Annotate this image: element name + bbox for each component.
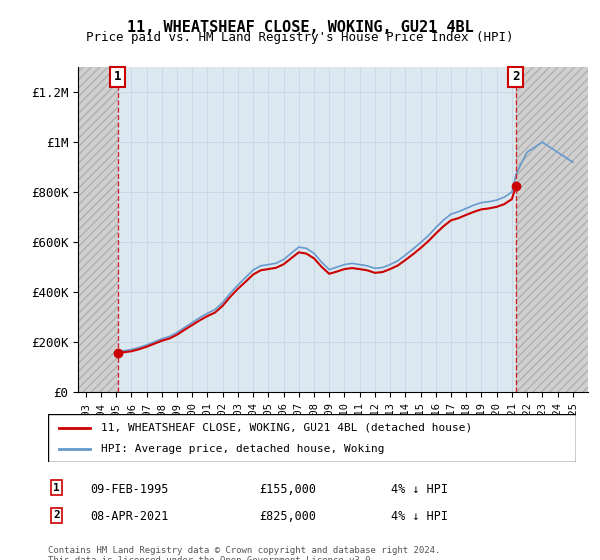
Text: £155,000: £155,000 [259,483,316,496]
Text: 4% ↓ HPI: 4% ↓ HPI [391,483,448,496]
Text: 1: 1 [114,71,121,83]
Text: 08-APR-2021: 08-APR-2021 [90,511,169,524]
Text: HPI: Average price, detached house, Woking: HPI: Average price, detached house, Woki… [101,444,385,454]
Text: 1: 1 [53,483,60,493]
Text: 2: 2 [512,71,520,83]
Text: 4% ↓ HPI: 4% ↓ HPI [391,511,448,524]
Text: Contains HM Land Registry data © Crown copyright and database right 2024.
This d: Contains HM Land Registry data © Crown c… [48,546,440,560]
FancyBboxPatch shape [48,414,576,462]
Text: 11, WHEATSHEAF CLOSE, WOKING, GU21 4BL (detached house): 11, WHEATSHEAF CLOSE, WOKING, GU21 4BL (… [101,423,472,433]
Bar [516,67,588,392]
Text: 11, WHEATSHEAF CLOSE, WOKING, GU21 4BL: 11, WHEATSHEAF CLOSE, WOKING, GU21 4BL [127,20,473,35]
Text: 2: 2 [53,511,60,520]
Text: 09-FEB-1995: 09-FEB-1995 [90,483,169,496]
Text: Price paid vs. HM Land Registry's House Price Index (HPI): Price paid vs. HM Land Registry's House … [86,31,514,44]
Bar [78,67,118,392]
Text: £825,000: £825,000 [259,511,316,524]
